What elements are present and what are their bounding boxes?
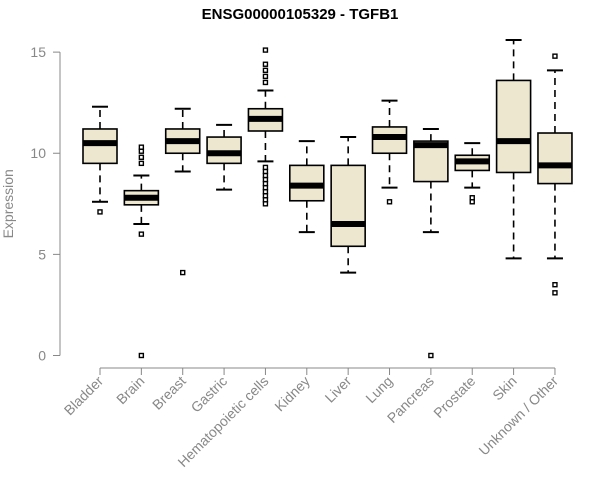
box-gastric bbox=[206, 136, 242, 165]
y-tick-label-10: 10 bbox=[30, 145, 46, 161]
box-unknown-other bbox=[537, 132, 573, 185]
y-tick-label-15: 15 bbox=[30, 44, 46, 60]
outlier-brain-1 bbox=[138, 231, 145, 237]
x-tick-label-prostate: Prostate bbox=[430, 373, 478, 421]
x-tick-label-liver: Liver bbox=[322, 373, 355, 406]
outlier-hematopoietic-cells-10 bbox=[262, 79, 269, 86]
chart-title: ENSG00000105329 - TGFB1 bbox=[201, 6, 399, 23]
outlier-hematopoietic-cells-9 bbox=[262, 164, 269, 171]
box-bladder bbox=[82, 128, 118, 165]
y-axis-label: Expression bbox=[0, 169, 16, 238]
x-tick-label-lung: Lung bbox=[362, 373, 395, 406]
outlier-bladder-0 bbox=[97, 209, 103, 215]
outlier-brain-3 bbox=[138, 154, 145, 160]
box-lung bbox=[371, 126, 408, 155]
outlier-hematopoietic-cells-12 bbox=[262, 67, 269, 74]
outlier-brain-5 bbox=[138, 144, 145, 150]
outlier-brain-2 bbox=[138, 160, 145, 167]
outlier-pancreas-0 bbox=[428, 352, 434, 359]
y-tick-label-0: 0 bbox=[38, 348, 46, 364]
outlier-hematopoietic-cells-13 bbox=[262, 61, 269, 67]
outlier-brain-0 bbox=[138, 352, 145, 359]
outlier-unknown-other-1 bbox=[552, 290, 558, 296]
x-tick-label-skin: Skin bbox=[489, 373, 520, 404]
outlier-breast-0 bbox=[180, 269, 186, 276]
outlier-lung-0 bbox=[386, 199, 393, 205]
y-tick-label-5: 5 bbox=[38, 246, 46, 262]
x-tick-label-breast: Breast bbox=[149, 373, 189, 413]
box-liver bbox=[330, 164, 366, 248]
outlier-unknown-other-0 bbox=[552, 53, 558, 59]
x-tick-label-kidney: Kidney bbox=[271, 373, 313, 415]
outlier-hematopoietic-cells-11 bbox=[262, 73, 269, 80]
x-tick-label-unknown-other: Unknown / Other bbox=[475, 373, 561, 459]
x-tick-label-brain: Brain bbox=[113, 373, 147, 407]
outlier-prostate-1 bbox=[469, 195, 475, 201]
outlier-hematopoietic-cells-14 bbox=[262, 47, 269, 53]
box-skin bbox=[495, 79, 532, 174]
x-tick-label-bladder: Bladder bbox=[61, 373, 107, 419]
outlier-unknown-other-2 bbox=[552, 282, 558, 288]
